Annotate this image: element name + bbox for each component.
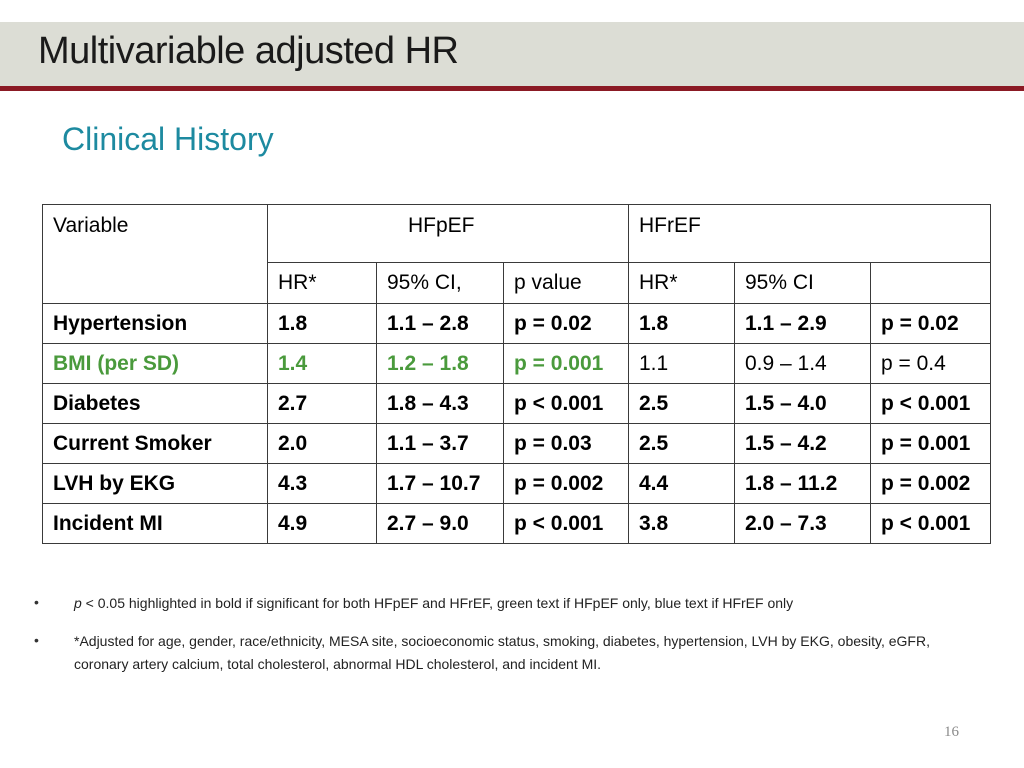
cell-hfref-ci: 1.8 – 11.2: [734, 463, 871, 504]
cell-hfpef-ci: 2.7 – 9.0: [376, 503, 504, 544]
cell-hfpef-ci: 1.8 – 4.3: [376, 383, 504, 424]
cell-hfref-hr: 1.8: [628, 303, 735, 344]
footnote-p-symbol: p: [74, 595, 82, 611]
cell-hfref-p: p = 0.001: [870, 423, 991, 464]
footnote-adjustment: *Adjusted for age, gender, race/ethnicit…: [74, 633, 930, 672]
table-row: BMI (per SD) 1.4 1.2 – 1.8 p = 0.001 1.1…: [42, 343, 991, 384]
header-hfref: HFrEF: [628, 204, 991, 263]
cell-hfref-p: p = 0.002: [870, 463, 991, 504]
cell-hfpef-ci: 1.1 – 3.7: [376, 423, 504, 464]
cell-hfref-hr: 2.5: [628, 423, 735, 464]
cell-hfpef-hr: 4.9: [267, 503, 377, 544]
slide-title: Multivariable adjusted HR: [38, 30, 459, 72]
cell-hfref-p: p = 0.4: [870, 343, 991, 384]
cell-hfref-hr: 3.8: [628, 503, 735, 544]
cell-hfpef-hr: 4.3: [267, 463, 377, 504]
cell-hfref-ci: 1.5 – 4.2: [734, 423, 871, 464]
cell-hfpef-hr: 1.8: [267, 303, 377, 344]
table-row: Incident MI 4.9 2.7 – 9.0 p < 0.001 3.8 …: [42, 503, 991, 544]
subheader-ci-hfpef: 95% CI,: [376, 262, 504, 304]
cell-hfref-hr: 4.4: [628, 463, 735, 504]
header-variable: Variable: [42, 204, 268, 304]
cell-hfpef-p: p = 0.002: [503, 463, 629, 504]
cell-hfref-hr: 1.1: [628, 343, 735, 384]
footnote-significance-text: < 0.05 highlighted in bold if significan…: [81, 595, 794, 611]
row-variable: Diabetes: [42, 383, 268, 424]
cell-hfref-p: p < 0.001: [870, 503, 991, 544]
cell-hfpef-ci: 1.2 – 1.8: [376, 343, 504, 384]
subheader-p-hfpef: p value: [503, 262, 629, 304]
subheader-ci-hfref: 95% CI: [734, 262, 871, 304]
bullet-icon: •: [34, 594, 39, 610]
row-variable: Current Smoker: [42, 423, 268, 464]
row-variable: BMI (per SD): [42, 343, 268, 384]
cell-hfref-ci: 1.5 – 4.0: [734, 383, 871, 424]
cell-hfpef-p: p < 0.001: [503, 503, 629, 544]
cell-hfref-p: p = 0.02: [870, 303, 991, 344]
title-divider: [0, 86, 1024, 91]
cell-hfref-ci: 2.0 – 7.3: [734, 503, 871, 544]
cell-hfpef-p: p = 0.02: [503, 303, 629, 344]
row-variable: Incident MI: [42, 503, 268, 544]
hr-table: Variable HFpEF HFrEF HR* 95% CI, p value…: [42, 204, 991, 544]
row-variable: LVH by EKG: [42, 463, 268, 504]
cell-hfpef-hr: 2.7: [267, 383, 377, 424]
cell-hfpef-hr: 1.4: [267, 343, 377, 384]
cell-hfpef-ci: 1.1 – 2.8: [376, 303, 504, 344]
cell-hfref-ci: 0.9 – 1.4: [734, 343, 871, 384]
table-header-row: Variable HFpEF HFrEF: [42, 204, 991, 304]
table-subheader-row: HR* 95% CI, p value HR* 95% CI: [43, 262, 991, 304]
page-number: 16: [944, 724, 959, 740]
table-row: Hypertension 1.8 1.1 – 2.8 p = 0.02 1.8 …: [42, 303, 991, 344]
cell-hfref-hr: 2.5: [628, 383, 735, 424]
subheader-hr-hfref: HR*: [628, 262, 735, 304]
cell-hfpef-hr: 2.0: [267, 423, 377, 464]
cell-hfref-p: p < 0.001: [870, 383, 991, 424]
subheader-p-hfref: [870, 262, 991, 304]
footnote-significance: p < 0.05 highlighted in bold if signific…: [74, 592, 954, 615]
subheader-hr-hfpef: HR*: [267, 262, 377, 304]
table-row: Diabetes 2.7 1.8 – 4.3 p < 0.001 2.5 1.5…: [42, 383, 991, 424]
cell-hfpef-p: p < 0.001: [503, 383, 629, 424]
table-row: LVH by EKG 4.3 1.7 – 10.7 p = 0.002 4.4 …: [42, 463, 991, 504]
cell-hfref-ci: 1.1 – 2.9: [734, 303, 871, 344]
header-hfpef: HFpEF: [267, 204, 629, 263]
cell-hfpef-ci: 1.7 – 10.7: [376, 463, 504, 504]
cell-hfpef-p: p = 0.001: [503, 343, 629, 384]
cell-hfpef-p: p = 0.03: [503, 423, 629, 464]
bullet-icon: •: [34, 632, 39, 648]
row-variable: Hypertension: [42, 303, 268, 344]
table-row: Current Smoker 2.0 1.1 – 3.7 p = 0.03 2.…: [42, 423, 991, 464]
section-subtitle: Clinical History: [62, 121, 274, 157]
title-band: [0, 22, 1024, 86]
